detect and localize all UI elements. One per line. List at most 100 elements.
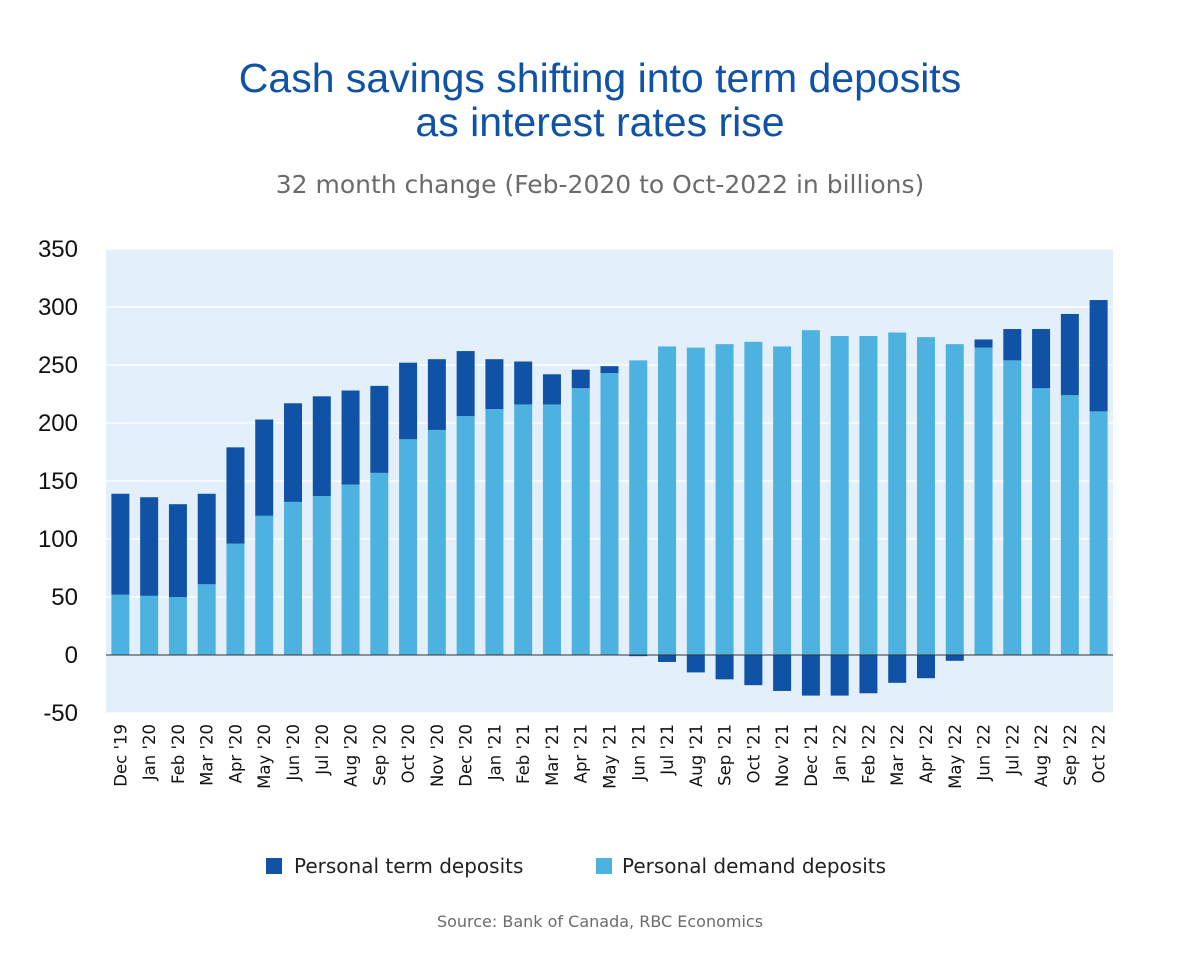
chart-title: Cash savings shifting into term deposits…	[0, 56, 1200, 144]
bar-demand-deposits	[888, 332, 907, 655]
x-tick-label: Feb '20	[169, 724, 188, 784]
bar-term-deposits	[1003, 329, 1022, 361]
legend-swatch-demand	[596, 858, 612, 874]
bar-demand-deposits	[945, 344, 964, 655]
bar-demand-deposits	[197, 584, 216, 655]
bar-term-deposits	[370, 385, 389, 473]
bar-term-deposits	[226, 447, 245, 544]
x-tick-label: Dec '19	[111, 724, 130, 787]
bar-term-deposits	[427, 359, 446, 430]
bar-term-deposits	[571, 369, 590, 389]
bar-demand-deposits	[571, 388, 590, 655]
x-tick-label: Apr '22	[917, 724, 936, 783]
bar-demand-deposits	[168, 597, 187, 655]
bar-term-deposits	[168, 504, 187, 597]
x-tick-label: Jun '21	[629, 724, 648, 782]
x-tick-label: Jan '21	[485, 724, 504, 781]
bar-demand-deposits	[485, 409, 504, 655]
bar-term-deposits	[542, 374, 561, 405]
x-tick-label: Aug '20	[342, 724, 361, 787]
bar-term-deposits	[284, 403, 303, 502]
x-tick-label: Oct '22	[1090, 724, 1109, 783]
bar-term-deposits	[686, 655, 705, 673]
bar-term-deposits	[801, 655, 820, 696]
bar-demand-deposits	[255, 515, 274, 655]
x-tick-label: Sep '21	[716, 724, 735, 786]
bar-demand-deposits	[514, 404, 533, 655]
bar-demand-deposits	[370, 472, 389, 655]
bar-term-deposits	[1060, 313, 1079, 396]
bar-term-deposits	[140, 497, 159, 596]
y-tick-label: 200	[38, 410, 78, 437]
x-tick-label: Mar '20	[198, 724, 217, 786]
bar-demand-deposits	[801, 330, 820, 655]
x-tick-label: Oct '21	[744, 724, 763, 783]
x-tick-label: Aug '22	[1032, 724, 1051, 787]
bar-demand-deposits	[1089, 411, 1108, 655]
bar-term-deposits	[456, 351, 475, 417]
bar-term-deposits	[773, 655, 792, 691]
x-tick-label: Feb '22	[859, 724, 878, 784]
bar-term-deposits	[255, 419, 274, 516]
y-tick-label: -50	[43, 700, 78, 727]
bar-demand-deposits	[600, 373, 619, 655]
bar-demand-deposits	[1032, 388, 1051, 655]
bar-term-deposits	[658, 655, 677, 662]
x-tick-label: May '22	[946, 724, 965, 789]
x-tick-label: Apr '21	[572, 724, 591, 783]
bar-term-deposits	[629, 655, 648, 657]
x-tick-label: Apr '20	[226, 724, 245, 783]
bar-demand-deposits	[542, 404, 561, 655]
y-tick-label: 0	[65, 642, 78, 669]
bar-term-deposits	[859, 655, 878, 694]
bar-demand-deposits	[1003, 360, 1022, 655]
x-tick-label: Jul '21	[658, 724, 677, 776]
bar-demand-deposits	[830, 336, 849, 655]
bar-term-deposits	[1032, 329, 1051, 389]
chart-title-line-1: Cash savings shifting into term deposits	[238, 55, 962, 101]
bar-demand-deposits	[773, 346, 792, 655]
x-tick-label: Dec '21	[802, 724, 821, 787]
y-tick-label: 250	[38, 352, 78, 379]
bar-term-deposits	[916, 655, 935, 679]
bar-demand-deposits	[916, 337, 935, 655]
bar-demand-deposits	[226, 543, 245, 655]
bar-term-deposits	[600, 366, 619, 374]
x-tick-label: Aug '21	[687, 724, 706, 787]
bar-term-deposits	[974, 339, 993, 348]
bar-term-deposits	[715, 655, 734, 680]
y-tick-label: 350	[38, 236, 78, 263]
bar-demand-deposits	[974, 347, 993, 655]
bar-demand-deposits	[629, 360, 648, 655]
x-tick-label: Nov '21	[773, 724, 792, 787]
x-tick-label: Jun '22	[975, 724, 994, 782]
bar-term-deposits	[514, 361, 533, 405]
bar-demand-deposits	[312, 496, 331, 655]
x-tick-label: May '20	[255, 724, 274, 789]
bar-demand-deposits	[399, 439, 418, 655]
bar-term-deposits	[1089, 300, 1108, 412]
bar-term-deposits	[111, 493, 130, 595]
x-tick-label: May '21	[601, 724, 620, 789]
bar-term-deposits	[888, 655, 907, 683]
legend-label-demand: Personal demand deposits	[622, 854, 886, 878]
x-tick-label: Jan '22	[831, 724, 850, 781]
y-tick-label: 150	[38, 468, 78, 495]
x-tick-label: Jun '20	[284, 724, 303, 782]
bar-term-deposits	[312, 396, 331, 497]
bar-demand-deposits	[456, 416, 475, 655]
bar-demand-deposits	[686, 347, 705, 655]
x-tick-label: Oct '20	[399, 724, 418, 783]
x-tick-label: Mar '22	[888, 724, 907, 786]
y-tick-label: 300	[38, 294, 78, 321]
bar-demand-deposits	[111, 594, 130, 655]
bar-demand-deposits	[284, 501, 303, 655]
bar-demand-deposits	[658, 346, 677, 655]
bar-term-deposits	[945, 655, 964, 661]
x-tick-label: Dec '20	[457, 724, 476, 787]
bar-term-deposits	[744, 655, 763, 686]
y-tick-label: 100	[38, 526, 78, 553]
x-tick-label: Nov '20	[428, 724, 447, 787]
y-tick-label: 50	[51, 584, 78, 611]
